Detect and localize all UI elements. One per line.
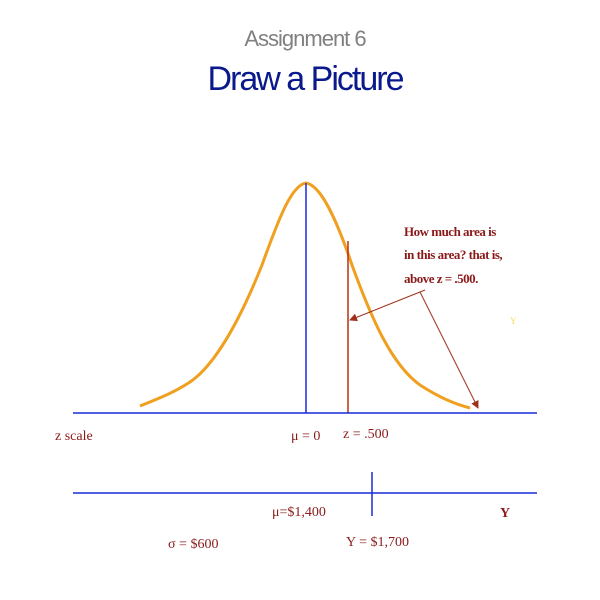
z-scale-label: z scale: [55, 429, 93, 444]
title: Draw a Picture: [208, 60, 404, 98]
annotation-line: above z = .500.: [404, 271, 478, 286]
annotation-line: How much area is: [404, 224, 496, 239]
sd-label: σ = $600: [168, 537, 218, 552]
faint-label: Y: [510, 316, 517, 326]
mean-dollar-label: μ=$1,400: [272, 505, 326, 520]
mean-label: μ = 0: [291, 429, 320, 444]
arrow: [349, 289, 426, 322]
y-value-label: Y = $1,700: [346, 535, 409, 550]
annotation-line: in this area? that is,: [404, 247, 502, 262]
y-axis-name: Y: [500, 506, 510, 521]
arrow: [419, 291, 479, 409]
z-label: z = .500: [343, 427, 389, 442]
subtitle: Assignment 6: [244, 26, 366, 51]
